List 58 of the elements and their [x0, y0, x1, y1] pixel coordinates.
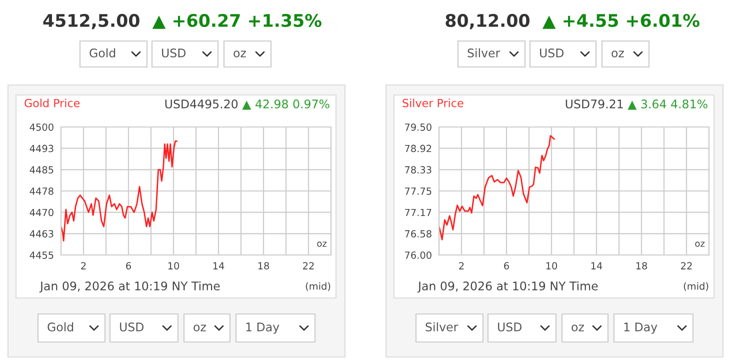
y-tick-label: 4485 [30, 166, 54, 174]
text: Jan 09, 2026 at 10:19 NY Time [39, 281, 220, 293]
chart-subtitle: USD79.21 [566, 99, 623, 108]
text: ▲ 42.98 0.97% [242, 99, 330, 110]
annotation: oz [695, 242, 705, 247]
x-tick-label: 22 [303, 262, 314, 270]
y-tick-label: 78.92 [405, 144, 432, 152]
x-tick-label: 22 [681, 262, 692, 270]
y-tick-label: 4470 [30, 208, 54, 216]
text: Jan 09, 2026 at 10:19 NY Time [417, 281, 598, 293]
text: USD [120, 322, 144, 332]
text: (mid) [306, 282, 330, 291]
text: oz [194, 324, 206, 332]
text: 1 Day [624, 322, 658, 334]
text: oz [572, 324, 584, 332]
text: (mid) [684, 282, 708, 291]
text: ▲ 3.64 4.81% [628, 99, 708, 110]
y-tick-label: 76.00 [405, 251, 432, 259]
chart-title: Silver Price [402, 98, 464, 108]
text: USD [162, 48, 186, 58]
x-tick-label: 10 [168, 262, 180, 270]
text: USD [540, 48, 564, 58]
annotation: oz [317, 242, 327, 247]
line-series [61, 140, 178, 242]
text: ▲ +60.27 +1.35% [152, 14, 322, 29]
y-tick-label: 4493 [30, 144, 54, 152]
text: Silver [426, 322, 458, 332]
x-tick-label: 2 [81, 262, 86, 270]
x-tick-label: 14 [213, 262, 224, 270]
y-tick-label: 76.58 [405, 230, 432, 238]
y-tick-label: 78.33 [405, 166, 432, 174]
y-tick-label: 77.17 [405, 208, 432, 216]
chart-title: Gold Price [24, 98, 80, 108]
text: 80,12.00 [446, 14, 530, 30]
x-tick-label: 18 [636, 262, 648, 270]
chart-subtitle: USD4495.20 [165, 99, 238, 108]
y-tick-label: 4500 [30, 123, 54, 131]
y-tick-label: 4463 [30, 230, 54, 238]
line-series [439, 135, 555, 240]
x-tick-label: 14 [591, 262, 602, 270]
y-tick-label: 4478 [30, 187, 54, 195]
x-tick-label: 2 [459, 262, 464, 270]
y-tick-label: 77.75 [405, 188, 432, 195]
text: Silver [468, 48, 500, 58]
text: ▲ +4.55 +6.01% [542, 14, 700, 29]
text: 4512,5.00 [43, 14, 140, 30]
text: oz [612, 50, 624, 58]
y-tick-label: 4455 [30, 252, 54, 259]
x-tick-label: 18 [258, 262, 270, 270]
text: Gold [48, 322, 74, 332]
x-tick-label: 10 [546, 262, 558, 270]
text: Gold [90, 48, 116, 58]
text: oz [234, 50, 246, 58]
text: 1 Day [246, 322, 280, 334]
x-tick-label: 6 [126, 262, 131, 270]
text: USD [498, 322, 522, 332]
y-tick-label: 79.50 [405, 123, 432, 131]
x-tick-label: 6 [504, 262, 509, 270]
